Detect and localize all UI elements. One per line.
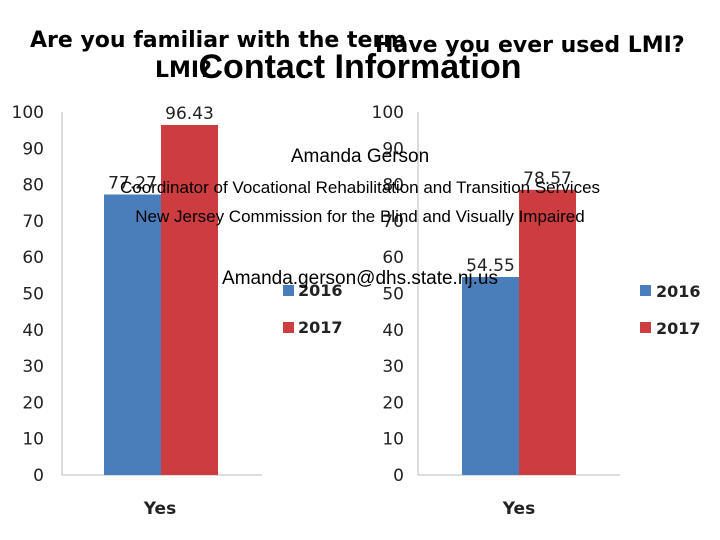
chart-left-y-tick: 20 <box>22 393 44 413</box>
chart-right-y-tick: 20 <box>382 393 404 413</box>
chart-right-y-tick: 50 <box>382 285 404 305</box>
chart-left-title-line2: LMI? <box>155 58 212 83</box>
chart-left-y-tick: 30 <box>22 357 44 377</box>
chart-right-y-tick: 0 <box>393 466 404 486</box>
chart-right-legend-swatch-2017 <box>640 322 651 333</box>
chart-right-legend-2017: 2017 <box>656 319 701 338</box>
chart-right-data-label-2017: 78.57 <box>523 169 572 189</box>
contact-role: Coordinator of Vocational Rehabilitation… <box>119 178 601 197</box>
chart-right-legend-2016: 2016 <box>656 282 701 301</box>
chart-left-y-axis: 0 10 20 30 40 50 60 70 80 90 100 <box>12 103 44 486</box>
chart-right-y-tick: 30 <box>382 357 404 377</box>
page-title: Contact Information <box>198 48 522 86</box>
chart-left-y-tick: 40 <box>22 321 44 341</box>
chart-right-y-tick: 40 <box>382 321 404 341</box>
chart-left-y-tick: 90 <box>22 139 44 159</box>
chart-right-data-label-2016: 54.55 <box>466 256 515 276</box>
chart-left-y-tick: 10 <box>22 430 44 450</box>
chart-right-bars: 54.55 78.57 <box>462 169 576 475</box>
chart-left-y-tick: 50 <box>22 285 44 305</box>
contact-name: Amanda Gerson <box>290 146 430 167</box>
chart-left-legend-2016: 2016 <box>298 281 343 300</box>
chart-left: Are you familiar with the term LMI? 0 10 2… <box>12 28 407 519</box>
chart-right-y-tick: 90 <box>382 139 404 159</box>
chart-left-y-tick: 70 <box>22 212 44 232</box>
chart-right-legend-swatch-2016 <box>640 285 651 296</box>
chart-right-y-tick: 70 <box>382 212 404 232</box>
chart-right-title: Have you ever used LMI? <box>375 33 685 58</box>
contact-organization: New Jersey Commission for the Blind and … <box>135 207 585 226</box>
chart-left-y-tick: 0 <box>33 466 44 486</box>
chart-left-y-tick: 80 <box>22 176 44 196</box>
chart-right-y-tick: 100 <box>372 103 404 123</box>
chart-right-bar-2017 <box>519 189 576 475</box>
chart-right: Have you ever used LMI? 0 10 20 30 40 50 60 70 8… <box>372 33 701 519</box>
chart-left-bar-2017 <box>161 124 218 475</box>
chart-left-bars: 77.27 96.43 <box>104 104 218 476</box>
chart-left-data-label-2017: 96.43 <box>165 104 214 124</box>
chart-left-y-tick: 60 <box>22 248 44 268</box>
chart-left-y-tick: 100 <box>12 103 44 123</box>
chart-right-y-tick: 80 <box>382 176 404 196</box>
chart-right-bar-2016 <box>462 276 519 475</box>
chart-left-category-label: Yes <box>143 499 176 519</box>
chart-left-legend-swatch-2016 <box>283 285 294 296</box>
chart-right-y-axis: 0 10 20 30 40 50 60 70 80 90 100 <box>372 103 404 486</box>
chart-left-legend-2017: 2017 <box>298 318 343 337</box>
chart-right-y-tick: 10 <box>382 430 404 450</box>
chart-left-legend-swatch-2017 <box>283 322 294 333</box>
chart-left-bar-2016 <box>104 194 161 476</box>
chart-left-data-label-2016: 77.27 <box>108 174 157 194</box>
chart-right-y-tick: 60 <box>382 248 404 268</box>
chart-left-title-line1: Are you familiar with the term <box>30 28 406 53</box>
contact-email[interactable]: Amanda.gerson@dhs.state.nj.us <box>222 268 498 289</box>
chart-right-category-label: Yes <box>502 499 535 519</box>
